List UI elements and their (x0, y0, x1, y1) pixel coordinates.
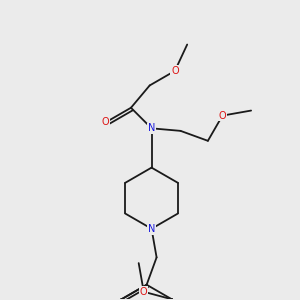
Text: N: N (148, 224, 155, 234)
Text: O: O (140, 287, 148, 297)
Text: O: O (171, 66, 179, 76)
Text: O: O (102, 117, 110, 127)
Text: O: O (219, 111, 226, 121)
Text: N: N (148, 123, 155, 133)
